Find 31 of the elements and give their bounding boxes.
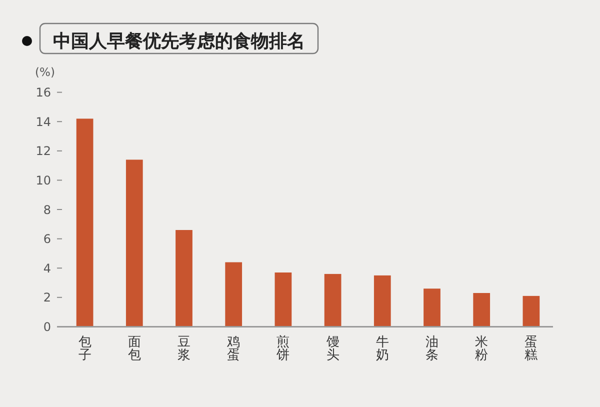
bar bbox=[76, 118, 94, 327]
y-tick-label: 12 bbox=[36, 144, 51, 158]
bar bbox=[324, 274, 342, 327]
y-tick-label: 4 bbox=[43, 261, 51, 276]
x-tick-label: 鸡蛋 bbox=[226, 335, 240, 363]
x-tick-label: 煎饼 bbox=[276, 334, 290, 363]
bar bbox=[473, 293, 490, 327]
y-axis-title: (%) bbox=[35, 65, 55, 79]
y-tick-label: 16 bbox=[36, 86, 51, 100]
x-tick-label: 包子 bbox=[78, 335, 92, 363]
bar bbox=[126, 160, 143, 327]
x-tick-label: 面包 bbox=[128, 335, 141, 363]
bar bbox=[176, 230, 192, 327]
y-tick-label: 14 bbox=[36, 114, 51, 129]
y-tick-label: 10 bbox=[36, 174, 51, 188]
y-tick-label: 6 bbox=[43, 232, 51, 246]
x-tick-label: 豆浆 bbox=[178, 335, 190, 363]
x-tick-label: 牛奶 bbox=[376, 335, 389, 363]
bar bbox=[225, 262, 242, 327]
bar bbox=[274, 272, 292, 327]
x-tick-label: 馒头 bbox=[325, 335, 340, 363]
bar bbox=[522, 296, 540, 327]
y-tick-label: 8 bbox=[43, 202, 51, 217]
bar bbox=[374, 275, 391, 327]
x-tick-label: 米粉 bbox=[475, 335, 488, 363]
chart-title: 中国人早餐优先考虑的食物排名 bbox=[53, 31, 305, 52]
x-tick-label: 油条 bbox=[426, 335, 438, 363]
x-tick-label: 蛋糕 bbox=[524, 335, 538, 363]
y-tick-label: 0 bbox=[43, 320, 51, 334]
bar bbox=[424, 288, 440, 327]
y-tick-label: 2 bbox=[43, 290, 51, 305]
